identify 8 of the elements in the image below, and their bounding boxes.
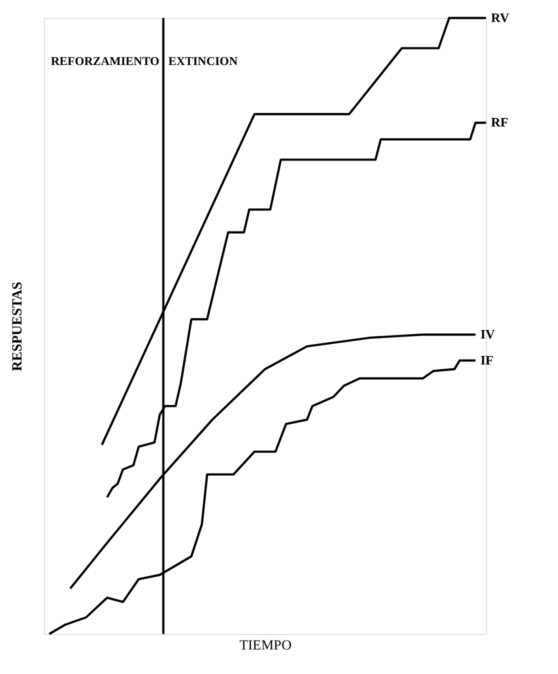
series-label: RF (491, 114, 508, 130)
series-label: IF (480, 352, 494, 368)
series-label: RV (491, 10, 510, 25)
annotation: REFORZAMIENTO (50, 54, 160, 68)
annotation: EXTINCION (168, 54, 238, 68)
series-label: IV (480, 326, 496, 342)
x-axis-title: TIEMPO (239, 638, 292, 654)
y-axis-title: RESPUESTAS (10, 282, 26, 372)
